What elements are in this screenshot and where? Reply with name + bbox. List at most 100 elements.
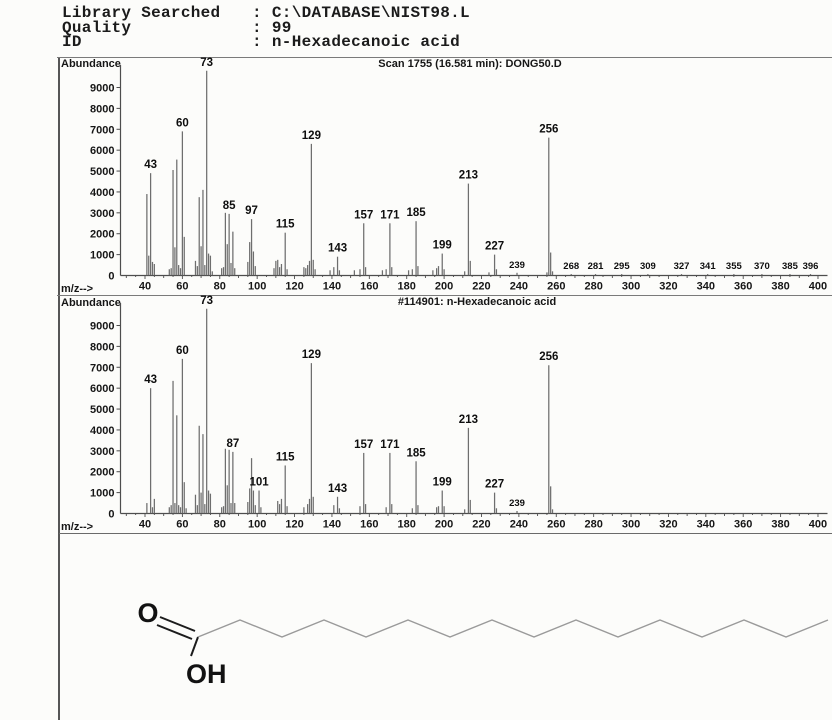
svg-text:171: 171 xyxy=(380,439,400,451)
chart-title-top: Scan 1755 (16.581 min): DONG50.D xyxy=(378,58,562,70)
svg-text:385: 385 xyxy=(782,261,799,272)
svg-text:227: 227 xyxy=(485,479,504,491)
svg-text:220: 220 xyxy=(472,519,490,531)
id-value: n-Hexadecanoic acid xyxy=(271,33,461,52)
svg-text:100: 100 xyxy=(248,281,266,293)
svg-text:220: 220 xyxy=(472,281,490,293)
svg-text:360: 360 xyxy=(734,519,752,531)
svg-text:180: 180 xyxy=(398,519,416,531)
molecule-structure: O OH xyxy=(137,598,829,689)
svg-text:239: 239 xyxy=(509,498,525,509)
carbonyl-oxygen-label: O xyxy=(137,598,158,628)
svg-text:185: 185 xyxy=(406,447,426,459)
svg-text:85: 85 xyxy=(223,200,236,212)
svg-text:199: 199 xyxy=(433,240,452,252)
svg-text:160: 160 xyxy=(360,281,378,293)
svg-text:240: 240 xyxy=(510,519,528,531)
svg-text:73: 73 xyxy=(200,57,213,69)
structure-panel-divider xyxy=(59,533,832,534)
svg-text:7000: 7000 xyxy=(90,362,114,374)
svg-text:5000: 5000 xyxy=(90,404,114,416)
svg-text:200: 200 xyxy=(435,281,453,293)
left-frame-line xyxy=(58,57,60,720)
svg-text:295: 295 xyxy=(614,261,631,272)
svg-text:100: 100 xyxy=(248,519,266,531)
svg-text:43: 43 xyxy=(144,374,157,386)
svg-text:256: 256 xyxy=(539,124,558,136)
svg-text:199: 199 xyxy=(433,477,452,489)
svg-text:60: 60 xyxy=(176,519,188,531)
svg-text:380: 380 xyxy=(771,519,789,531)
svg-text:1000: 1000 xyxy=(90,488,114,500)
svg-text:300: 300 xyxy=(622,281,640,293)
svg-text:120: 120 xyxy=(285,519,303,531)
svg-text:97: 97 xyxy=(245,205,258,217)
svg-text:280: 280 xyxy=(584,281,602,293)
svg-text:40: 40 xyxy=(139,281,151,293)
header-field-quality: Quality:99 xyxy=(62,18,470,37)
svg-text:3000: 3000 xyxy=(90,446,114,458)
svg-text:360: 360 xyxy=(734,281,752,293)
svg-text:340: 340 xyxy=(697,519,715,531)
svg-text:1000: 1000 xyxy=(90,250,114,262)
svg-text:320: 320 xyxy=(659,281,677,293)
svg-text:370: 370 xyxy=(754,261,770,272)
svg-text:140: 140 xyxy=(323,281,341,293)
svg-text:171: 171 xyxy=(380,209,400,221)
svg-text:355: 355 xyxy=(726,261,743,272)
svg-text:87: 87 xyxy=(226,438,239,450)
svg-text:43: 43 xyxy=(144,159,157,171)
svg-text:260: 260 xyxy=(547,281,565,293)
svg-text:60: 60 xyxy=(176,117,189,129)
carbonyl-double-bond-line1 xyxy=(159,616,196,632)
svg-text:9000: 9000 xyxy=(90,321,114,333)
svg-text:281: 281 xyxy=(588,261,605,272)
svg-text:8000: 8000 xyxy=(90,341,114,353)
quality-value: 99 xyxy=(271,18,292,37)
svg-text:256: 256 xyxy=(539,351,558,363)
svg-text:0: 0 xyxy=(108,271,114,283)
separator: : xyxy=(252,4,262,22)
svg-text:115: 115 xyxy=(276,451,295,463)
search-result-header: Library Searched: C:\DATABASE\NIST98.L Qu… xyxy=(62,4,470,52)
header-field-library: Library Searched: C:\DATABASE\NIST98.L xyxy=(62,4,470,22)
svg-text:213: 213 xyxy=(459,170,478,182)
svg-text:73: 73 xyxy=(200,295,213,307)
separator: : xyxy=(252,18,262,37)
svg-text:157: 157 xyxy=(354,439,373,451)
svg-text:260: 260 xyxy=(547,519,565,531)
hydroxyl-label: OH xyxy=(186,659,227,689)
svg-text:327: 327 xyxy=(674,261,690,272)
svg-text:380: 380 xyxy=(771,281,789,293)
svg-text:9000: 9000 xyxy=(90,83,114,95)
svg-text:4000: 4000 xyxy=(90,425,114,437)
svg-text:5000: 5000 xyxy=(90,166,114,178)
svg-text:240: 240 xyxy=(510,281,528,293)
svg-text:2000: 2000 xyxy=(90,467,114,479)
id-label: ID xyxy=(62,33,82,52)
svg-text:200: 200 xyxy=(435,519,453,531)
svg-text:300: 300 xyxy=(622,519,640,531)
y-axis-label-bottom: Abundance xyxy=(61,297,121,309)
alkyl-chain xyxy=(197,619,829,638)
mass-spectrum-sample-plot: 0 1000 2000 3000 4000 5000 6000 7000 8000 9000 40 6… xyxy=(57,57,832,293)
hydroxyl-bond xyxy=(190,636,199,657)
svg-text:4000: 4000 xyxy=(90,187,114,199)
library-value: C:\DATABASE\NIST98.L xyxy=(271,4,470,22)
svg-text:60: 60 xyxy=(176,281,188,293)
svg-text:40: 40 xyxy=(139,519,151,531)
svg-text:213: 213 xyxy=(459,414,478,426)
svg-text:400: 400 xyxy=(809,519,827,531)
x-axis-label-bottom: m/z--> xyxy=(61,521,94,533)
svg-text:129: 129 xyxy=(302,349,321,361)
svg-text:60: 60 xyxy=(176,345,189,357)
svg-text:80: 80 xyxy=(214,519,226,531)
svg-text:396: 396 xyxy=(803,261,819,272)
svg-text:101: 101 xyxy=(249,477,269,489)
svg-text:341: 341 xyxy=(700,261,717,272)
svg-text:400: 400 xyxy=(809,281,827,293)
svg-text:8000: 8000 xyxy=(90,103,114,115)
svg-text:185: 185 xyxy=(406,207,426,219)
svg-text:129: 129 xyxy=(302,130,321,142)
svg-text:0: 0 xyxy=(108,509,114,521)
